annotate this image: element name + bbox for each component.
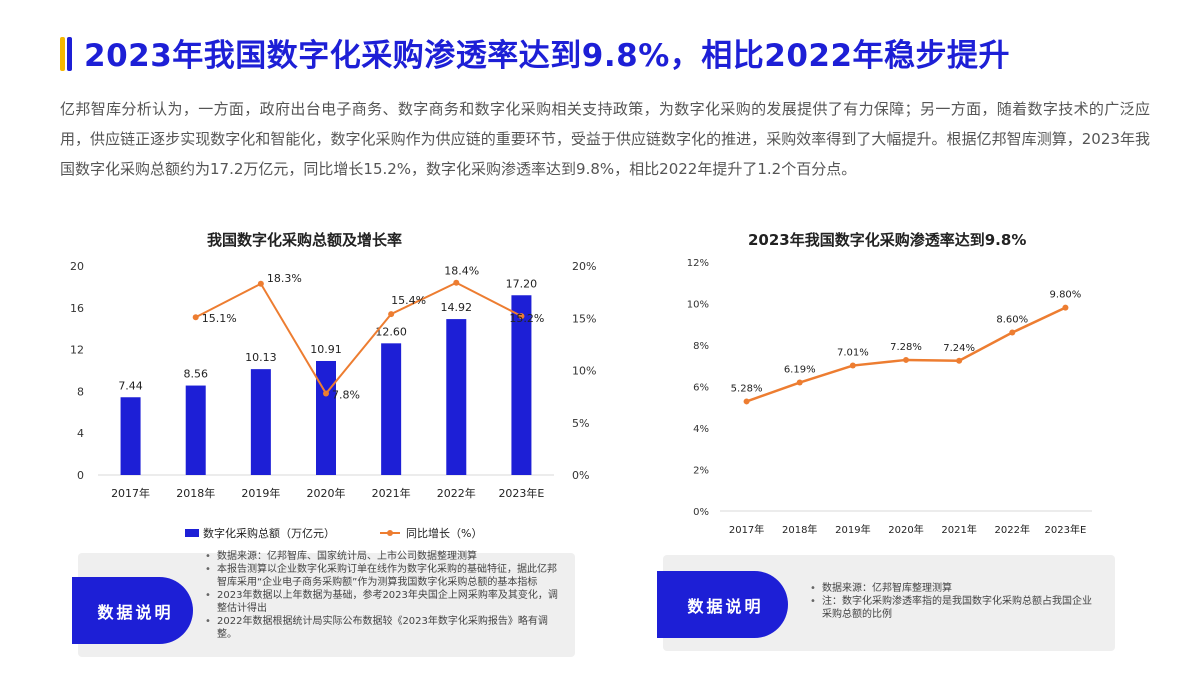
note-item: 数据来源：亿邦智库整理测算 (810, 582, 1100, 595)
chart2-x-tick: 2021年 (941, 523, 976, 536)
chart2-point (903, 356, 909, 363)
chart1-bar-label: 17.20 (506, 277, 538, 290)
chart1-bar-label: 12.60 (375, 325, 407, 338)
chart1-x-tick: 2023年E (498, 486, 544, 500)
chart1-left-tick: 20 (70, 260, 84, 273)
chart2-point-label: 7.28% (890, 342, 922, 353)
chart1-left-tick: 4 (77, 427, 84, 440)
chart2-x-tick: 2022年 (995, 523, 1030, 536)
chart1: 0 4 8 12 16 20 0% 5% 10% 15% 20% 7.44 8.56 10.13 10.91… (70, 260, 596, 540)
chart2: 0% 2% 4% 6% 8% 10% 12% 2017年 2018年 2019年 2020年 2021… (687, 258, 1092, 536)
chart2-point-label: 8.60% (996, 315, 1028, 326)
chart1-x-tick: 2018年 (176, 486, 215, 500)
chart1-growth-point (453, 279, 460, 286)
chart2-x-tick: 2017年 (729, 523, 764, 536)
chart1-growth-label: 15.2% (509, 312, 544, 325)
chart1-bar-label: 14.92 (441, 301, 473, 314)
title-accent (60, 37, 72, 71)
chart2-point-label: 7.24% (943, 343, 975, 354)
chart1-growth-label: 18.3% (267, 272, 302, 285)
chart1-right-tick: 10% (572, 365, 596, 378)
chart1-x-tick: 2017年 (111, 486, 150, 500)
chart1-title: 我国数字化采购总额及增长率 (207, 231, 403, 249)
chart1-growth-line (195, 281, 522, 396)
note-item: 2023年数据以上年数据为基础，参考2023年央国企上网采购率及其变化，调整估计… (205, 589, 560, 615)
chart1-growth-label: 15.1% (202, 312, 237, 325)
chart1-bar (185, 385, 206, 475)
chart2-y-tick: 10% (687, 300, 709, 311)
chart2-point (743, 398, 750, 405)
chart1-bar (316, 360, 336, 475)
chart1-left-tick: 8 (77, 385, 84, 398)
chart1-legend-line-marker (387, 530, 393, 536)
chart1-growth-point (192, 314, 199, 321)
chart1-bar (381, 343, 402, 475)
chart1-bar (250, 369, 271, 475)
chart1-legend-line-label: 同比增长（%） (406, 526, 482, 540)
chart1-x-tick: 2021年 (372, 486, 411, 500)
chart1-growth-point (518, 313, 525, 320)
chart2-y-tick: 2% (693, 466, 709, 477)
chart1-x-tick: 2019年 (241, 486, 280, 500)
title-accent-blue (67, 37, 72, 71)
title-accent-yellow (60, 37, 65, 71)
chart2-title: 2023年我国数字化采购渗透率达到9.8% (748, 231, 1027, 249)
chart1-growth-label: 18.4% (444, 265, 479, 278)
chart2-y-tick: 0% (693, 507, 709, 518)
chart2-point (956, 357, 963, 364)
chart1-x-tick: 2020年 (307, 486, 346, 500)
chart2-point-label: 6.19% (784, 365, 816, 376)
chart1-growth-point (257, 280, 264, 287)
note-item: 注：数字化采购渗透率指的是我国数字化采购总额占我国企业采购总额的比例 (810, 595, 1100, 621)
chart2-y-tick: 6% (693, 383, 709, 394)
notes-right-badge: 数据说明 (663, 571, 788, 638)
chart1-growth-label: 15.4% (391, 294, 426, 307)
chart2-x-tick: 2018年 (782, 523, 817, 536)
chart1-right-tick: 0% (572, 469, 589, 482)
chart1-growth-point (388, 311, 395, 318)
chart1-bar-label: 8.56 (183, 368, 208, 381)
note-item: 本报告测算以企业数字化采购订单在线作为数字化采购的基础特征，据此亿邦智库采用“企… (205, 563, 560, 589)
chart2-point (796, 379, 803, 386)
notes-left-badge: 数据说明 (78, 577, 193, 644)
chart2-x-tick: 2023年E (1045, 523, 1087, 536)
chart1-bar (120, 397, 141, 475)
chart1-legend-bar-swatch (185, 529, 199, 537)
chart1-bar (446, 319, 467, 475)
notes-right-list: 数据来源：亿邦智库整理测算注：数字化采购渗透率指的是我国数字化采购总额占我国企业… (810, 582, 1100, 621)
chart1-legend-bar-label: 数字化采购总额（万亿元） (203, 526, 335, 540)
chart2-point-label: 7.01% (837, 348, 869, 359)
chart1-right-tick: 20% (572, 260, 596, 273)
chart2-point (1062, 304, 1069, 311)
chart1-x-tick: 2022年 (437, 486, 476, 500)
chart1-left-tick: 0 (77, 469, 84, 482)
chart1-left-tick: 16 (70, 302, 84, 315)
chart1-bar-label: 10.91 (310, 343, 342, 356)
chart1-right-tick: 15% (572, 312, 596, 325)
intro-paragraph: 亿邦智库分析认为，一方面，政府出台电子商务、数字商务和数字化采购相关支持政策，为… (60, 100, 1150, 178)
chart2-point (849, 362, 856, 369)
note-item: 2022年数据根据统计局实际公布数据较《2023年数字化采购报告》略有调整。 (205, 615, 560, 641)
chart1-left-tick: 12 (70, 344, 84, 357)
notes-left-list: 数据来源：亿邦智库、国家统计局、上市公司数据整理测算本报告测算以企业数字化采购订… (205, 550, 560, 641)
chart1-growth-label: 7.8% (332, 388, 360, 401)
chart2-y-tick: 12% (687, 258, 709, 269)
chart1-bar-label: 7.44 (118, 379, 143, 392)
chart2-x-tick: 2020年 (888, 523, 923, 536)
note-item: 数据来源：亿邦智库、国家统计局、上市公司数据整理测算 (205, 550, 560, 563)
chart1-growth-point (323, 390, 329, 397)
page-title: 2023年我国数字化采购渗透率达到9.8%，相比2022年稳步提升 (84, 38, 1011, 74)
chart2-point (1009, 329, 1016, 336)
chart1-bar (511, 295, 532, 475)
chart2-y-tick: 4% (693, 424, 709, 435)
chart2-point-label: 9.80% (1050, 290, 1082, 301)
chart2-point-label: 5.28% (731, 383, 763, 394)
chart2-y-tick: 8% (693, 341, 709, 352)
chart1-right-tick: 5% (572, 417, 589, 430)
chart2-x-tick: 2019年 (835, 523, 870, 536)
chart1-bar-label: 10.13 (245, 351, 277, 364)
